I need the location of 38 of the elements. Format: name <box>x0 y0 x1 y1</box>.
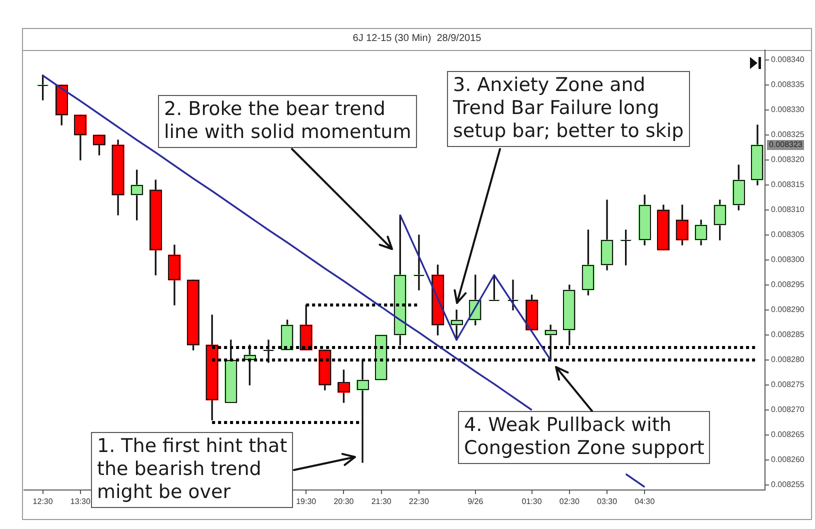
y-tick-label: 0.008320 <box>771 155 805 164</box>
y-tick-label: 0.008265 <box>771 430 805 440</box>
x-tick-label: 04:30 <box>634 497 656 506</box>
x-tick-label: 9/26 <box>468 497 484 506</box>
y-tick-label: 0.008260 <box>771 455 805 464</box>
annotation: 4. Weak Pullback with Congestion Zone support <box>458 411 710 464</box>
y-tick-label: 0.008255 <box>771 480 805 490</box>
x-tick-label: 13:30 <box>70 497 91 506</box>
x-tick-label: 12:30 <box>32 497 54 506</box>
y-tick-label: 0.008275 <box>771 380 805 390</box>
y-tick-label: 0.008295 <box>771 280 805 290</box>
y-tick-label: 0.008305 <box>771 230 805 240</box>
y-tick-label: 0.008300 <box>771 255 805 264</box>
annotation: 2. Broke the bear trend line with solid momentum <box>158 95 418 148</box>
y-tick-label: 0.008285 <box>771 330 805 340</box>
y-tick-label: 0.008325 <box>771 130 805 140</box>
chart-title: 6J 12-15 (30 Min) 28/9/2015 <box>352 33 482 45</box>
y-tick-label: 0.008270 <box>771 405 805 414</box>
x-tick-label: 03:30 <box>597 497 618 506</box>
text: 0.008323 <box>767 140 804 150</box>
candlestick <box>356 360 369 463</box>
annotation: 3. Anxiety Zone and Trend Bar Failure long setup bar; better to skip <box>447 71 690 147</box>
y-tick-label: 0.008315 <box>771 180 805 190</box>
y-tick-label: 0.008330 <box>771 105 805 114</box>
candlestick <box>412 234 426 290</box>
x-tick-label: 01:30 <box>522 497 542 506</box>
x-tick-label: 20:30 <box>334 497 354 506</box>
x-tick-label: 19:30 <box>296 497 317 506</box>
x-tick-label: 22:30 <box>408 497 430 506</box>
y-tick-label: 0.008335 <box>771 80 805 90</box>
y-tick-label: 0.008310 <box>771 205 805 214</box>
candlestick <box>375 334 388 380</box>
annotation: 1. The first hint that the bearish trend might be over <box>91 432 294 508</box>
y-tick-label: 0.008340 <box>771 55 805 64</box>
x-tick-label: 02:30 <box>559 497 580 506</box>
x-tick-label: 21:30 <box>371 497 392 506</box>
y-tick-label: 0.008290 <box>771 305 805 314</box>
y-tick-label: 0.008280 <box>771 355 805 364</box>
